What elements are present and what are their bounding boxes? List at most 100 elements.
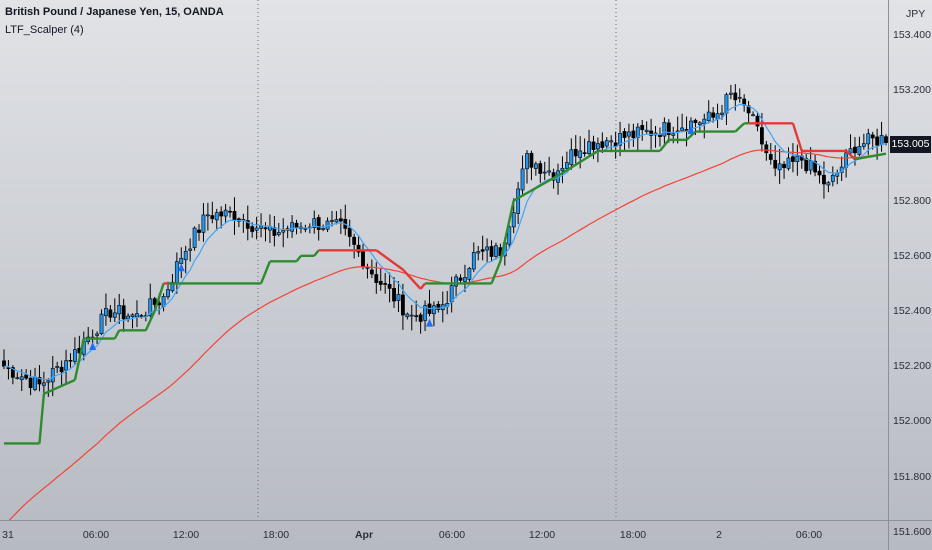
trailing-stop-bull (854, 152, 887, 161)
candle-body (108, 309, 113, 318)
candle-body (777, 163, 782, 171)
time-tick-label: 31 (2, 529, 14, 541)
candle-body (290, 222, 294, 232)
trailing-stop-bull (153, 283, 165, 312)
candle-body (476, 251, 481, 254)
trailing-stop-bull (73, 338, 85, 381)
candle-body (715, 113, 720, 120)
candle-body (467, 268, 472, 280)
candle-body (361, 251, 365, 268)
candle-body (281, 230, 286, 233)
price-tick-label: 153.400 (893, 29, 931, 41)
candle-body (569, 149, 574, 165)
time-tick-label: 06:00 (82, 529, 110, 541)
candle-body (804, 158, 809, 172)
candle-body (600, 141, 605, 148)
candle-body (161, 296, 166, 307)
candle-body (529, 152, 534, 168)
candle-body (192, 227, 197, 248)
candle-body (330, 220, 334, 222)
candle-body (41, 382, 46, 386)
candle-body (480, 249, 485, 252)
candle-body (166, 289, 170, 298)
candle-body (232, 211, 237, 221)
candle-body (369, 269, 374, 275)
candle-body (507, 226, 512, 245)
candle-body (618, 133, 622, 146)
candle-body (627, 131, 631, 137)
candle-body (338, 218, 343, 222)
candle-body (409, 314, 414, 317)
time-axis[interactable]: 31 06:00 12:00 18:00 Apr 06:00 12:00 18:00 2 06:0… (0, 520, 888, 550)
candle-body (174, 261, 179, 283)
candle-body (454, 276, 458, 287)
currency-label: JPY (906, 8, 926, 20)
candle-body (15, 377, 20, 379)
candle-body (104, 308, 108, 317)
price-tick-label: 152.200 (893, 360, 931, 373)
price-tick-label: 152.800 (893, 194, 931, 207)
price-axis[interactable]: JPY 153.400153.200153.000152.800152.6001… (888, 0, 932, 538)
candle-body (666, 122, 671, 135)
candle-body (697, 122, 702, 126)
symbol-title[interactable]: British Pound / Japanese Yen, 15, OANDA (5, 6, 224, 18)
candle-body (352, 236, 357, 245)
candle-body (764, 144, 769, 154)
candle-body (808, 160, 813, 171)
time-tick-label: 18:00 (619, 529, 647, 541)
candle-body (693, 119, 698, 124)
candle-body (844, 152, 849, 168)
candle-body (728, 92, 733, 95)
candle-body (813, 160, 817, 173)
trailing-stop-bull (734, 122, 745, 133)
candle-body (463, 277, 467, 282)
candle-body (152, 298, 157, 305)
candle-body (768, 154, 773, 160)
candle-body (547, 170, 552, 173)
candle-body (33, 376, 37, 390)
candle-body (706, 111, 711, 121)
buy-signal-icon (425, 318, 433, 327)
candle-body (644, 129, 649, 133)
candle-body (587, 141, 591, 154)
chart-plot-area[interactable] (0, 0, 888, 520)
trailing-stop-bull (113, 329, 121, 340)
candle-body (596, 143, 600, 150)
last-price-tag: 153.005 (890, 136, 931, 154)
trailing-stop-bear (419, 282, 426, 290)
candle-body (197, 229, 201, 233)
buy-signal-icon (687, 126, 695, 135)
candle-body (396, 294, 401, 301)
candle-body (866, 133, 871, 145)
trailing-stop-bear (791, 122, 803, 152)
candle-body (436, 303, 441, 310)
candle-body (786, 157, 791, 169)
candle-body (494, 245, 498, 257)
candle-body (591, 141, 596, 150)
candle-body (564, 162, 569, 169)
candle-body (755, 115, 760, 127)
candle-body (95, 333, 99, 336)
candle-body (37, 376, 42, 385)
candle-body (857, 146, 862, 155)
candle-body (112, 312, 117, 318)
candle-body (662, 122, 667, 137)
candle-body (99, 313, 104, 334)
candle-body (250, 226, 255, 232)
candle-body (489, 246, 494, 257)
time-tick-label: 06:00 (795, 529, 823, 541)
candle-body (423, 305, 427, 321)
candle-body (582, 152, 587, 154)
candle-body (135, 313, 139, 318)
trailing-stop-bull (144, 310, 156, 331)
price-tick-label: 151.600 (893, 525, 931, 538)
candle-body (347, 227, 352, 237)
candle-body (449, 285, 454, 303)
trailing-stop-bull (490, 260, 502, 284)
candle-body (604, 140, 609, 147)
indicator-legend[interactable]: LTF_Scalper (4) (5, 24, 84, 36)
candle-body (263, 227, 268, 230)
trailing-stop-bull (561, 149, 599, 175)
candle-body (24, 374, 29, 379)
candle-body (830, 174, 835, 182)
